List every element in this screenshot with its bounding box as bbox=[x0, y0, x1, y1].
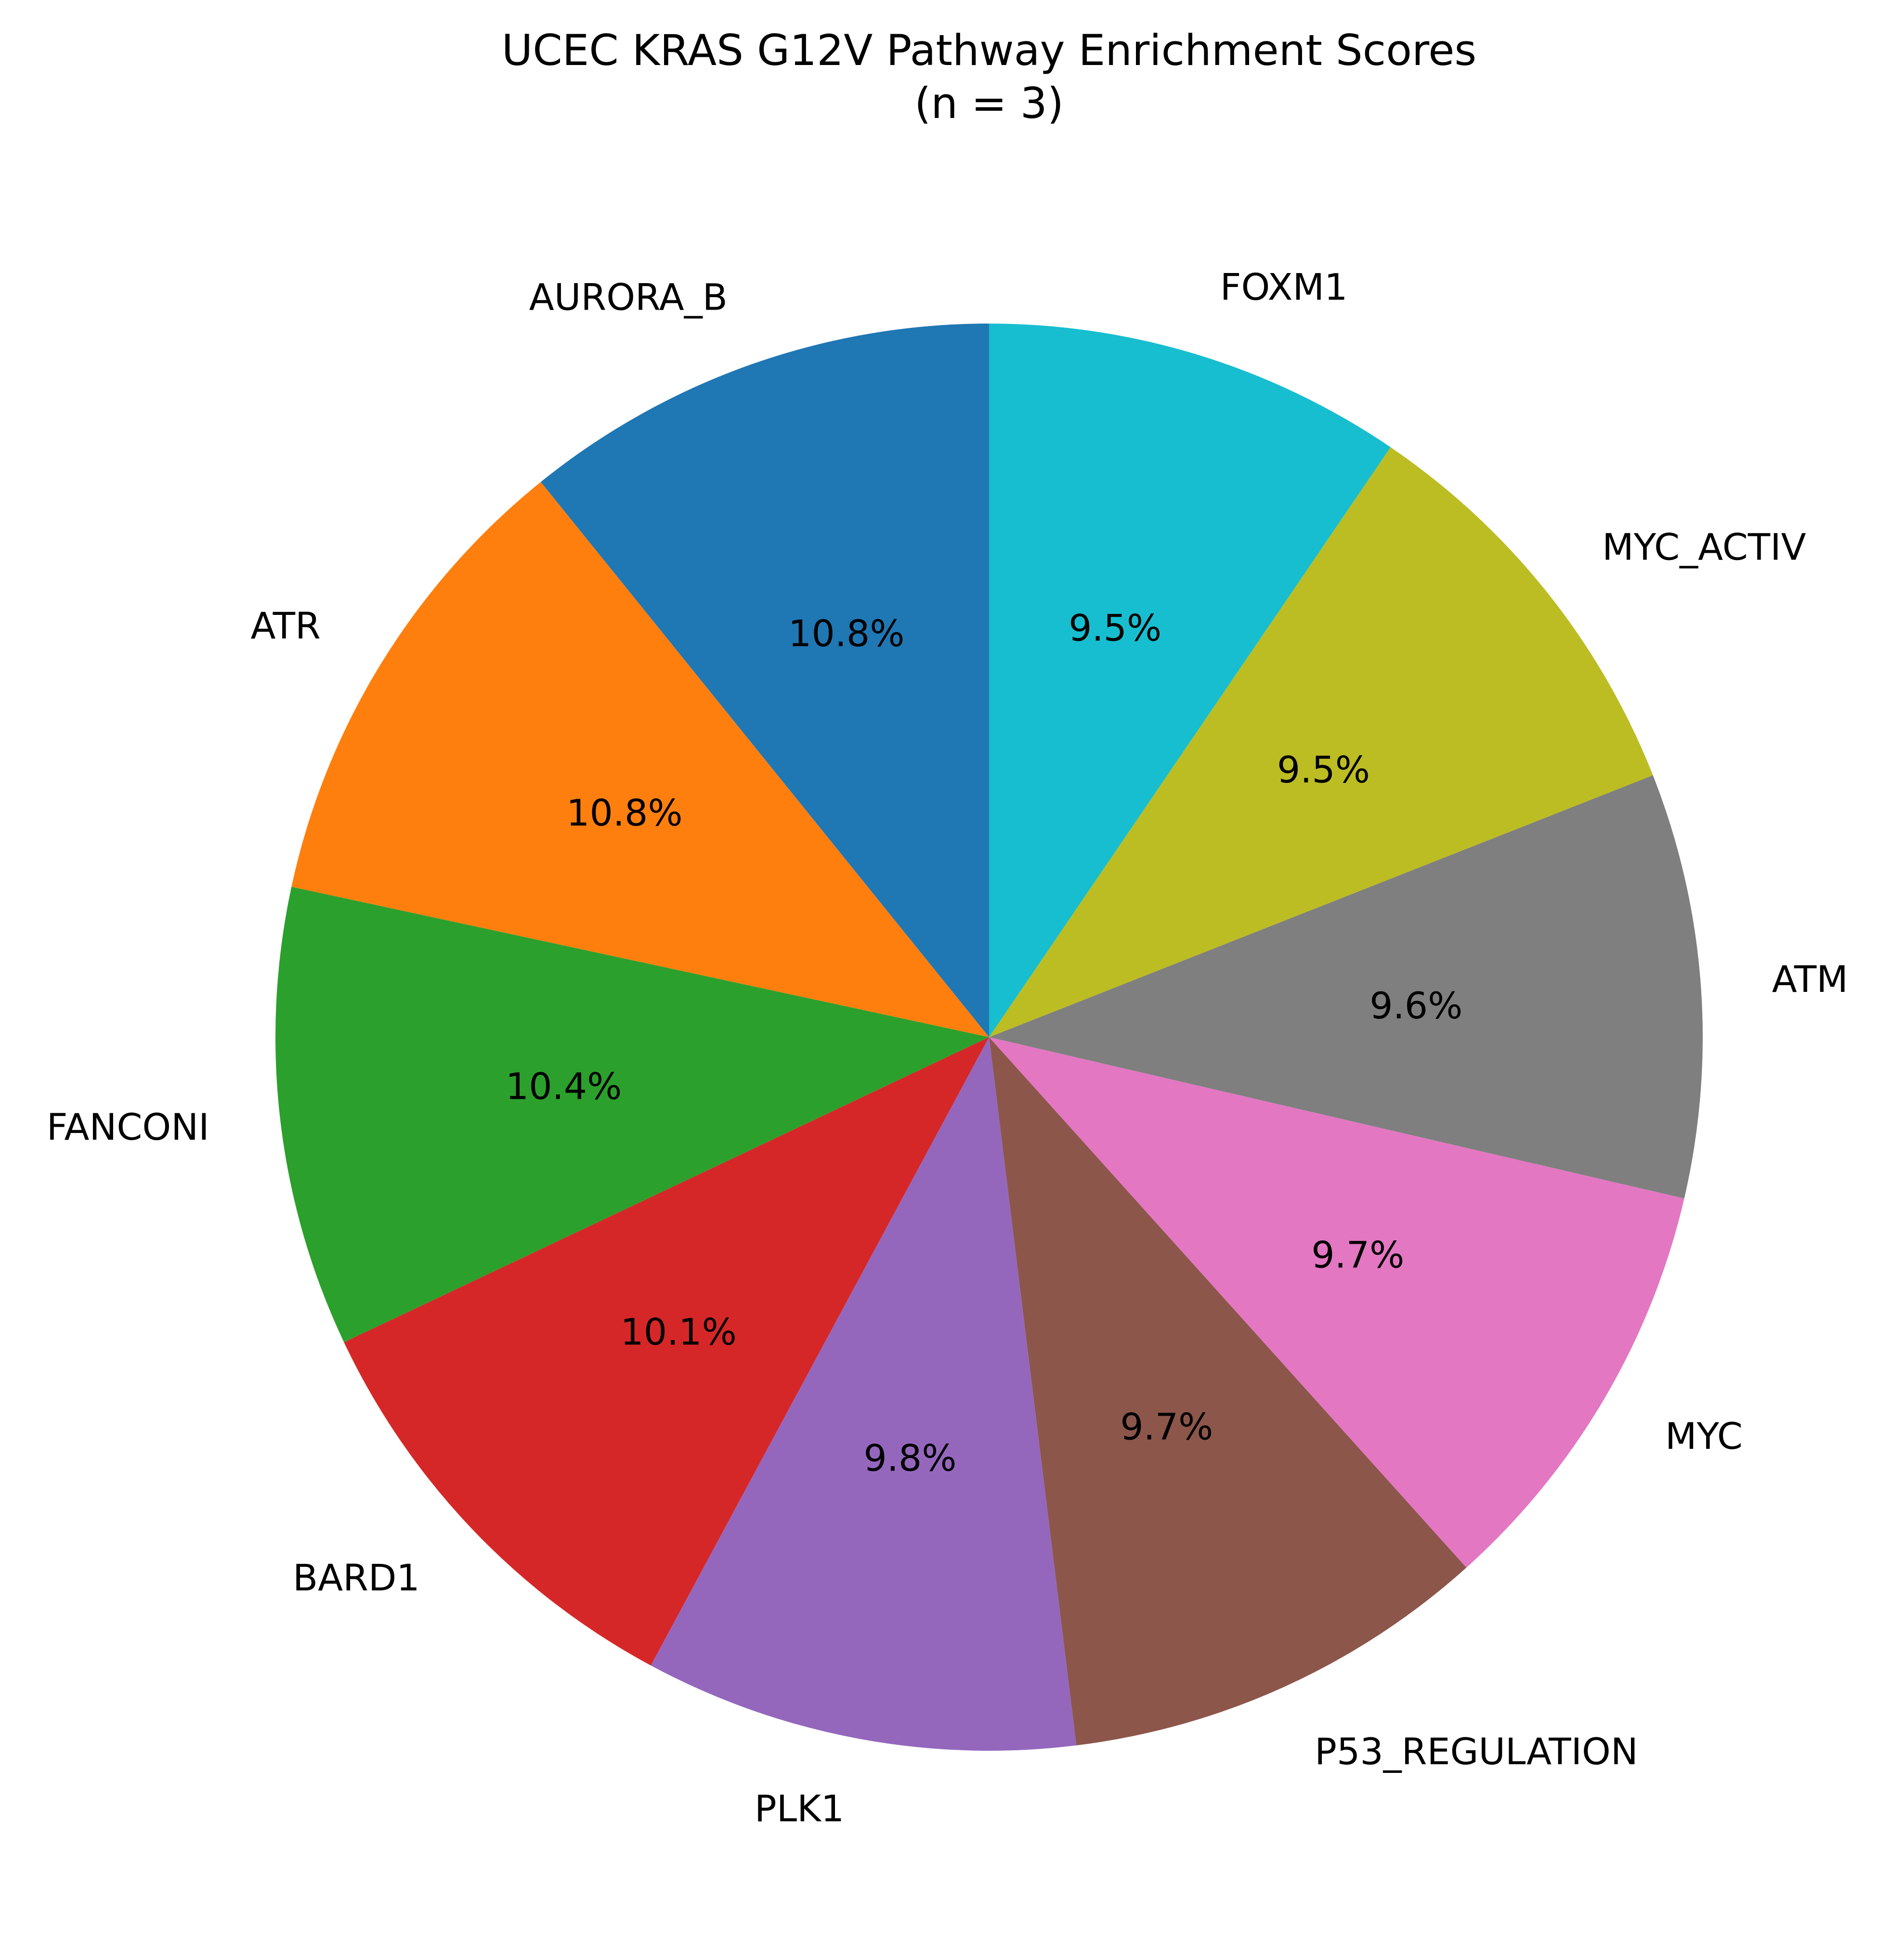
pie-slice-p53-regulation bbox=[989, 1037, 1467, 1745]
pie-slice-myc-activ bbox=[989, 447, 1653, 1037]
chart-subtitle: (n = 3) bbox=[914, 78, 1064, 128]
pie-slice-fanconi bbox=[275, 886, 989, 1342]
category-label-myc: MYC bbox=[1665, 1415, 1743, 1457]
pie-slice-myc bbox=[989, 1037, 1684, 1568]
category-label-atm: ATM bbox=[1772, 958, 1848, 1001]
pie-slice-atm bbox=[989, 775, 1703, 1198]
category-label-aurora-b: AURORA_B bbox=[529, 275, 728, 318]
pie-slices bbox=[275, 324, 1703, 1751]
percent-label-myc-activ: 9.5% bbox=[1277, 748, 1370, 791]
chart-title: UCEC KRAS G12V Pathway Enrichment Scores bbox=[502, 26, 1476, 75]
category-label-foxm1: FOXM1 bbox=[1220, 266, 1348, 309]
category-label-atr: ATR bbox=[251, 604, 321, 647]
percent-label-plk1: 9.8% bbox=[863, 1436, 956, 1479]
category-label-p53-regulation: P53_REGULATION bbox=[1315, 1730, 1638, 1773]
category-label-fanconi: FANCONI bbox=[47, 1106, 209, 1148]
percent-label-fanconi: 10.4% bbox=[506, 1065, 622, 1107]
pie-slice-bard1 bbox=[344, 1037, 989, 1666]
percent-label-bard1: 10.1% bbox=[620, 1311, 736, 1353]
pie-slice-atr bbox=[291, 481, 989, 1038]
percent-label-p53-regulation: 9.7% bbox=[1120, 1405, 1213, 1448]
pie-slice-foxm1 bbox=[989, 324, 1391, 1037]
category-label-bard1: BARD1 bbox=[293, 1556, 420, 1599]
pie-slice-plk1 bbox=[651, 1037, 1077, 1751]
category-label-myc-activ: MYC_ACTIV bbox=[1602, 525, 1806, 568]
category-labels: AURORA_B ATR FANCONI BARD1 PLK1 P53_REGULATIO… bbox=[47, 266, 1848, 1830]
percent-labels: 10.8% 10.8% 10.4% 10.1% 9.8% 9.7% 9.7% 9.6% 9.5%… bbox=[506, 607, 1462, 1480]
category-label-plk1: PLK1 bbox=[755, 1787, 844, 1830]
pie-slice-aurora-b bbox=[540, 324, 989, 1037]
percent-label-atm: 9.6% bbox=[1369, 984, 1462, 1027]
percent-label-foxm1: 9.5% bbox=[1069, 607, 1161, 650]
percent-label-atr: 10.8% bbox=[566, 791, 682, 834]
percent-label-aurora-b: 10.8% bbox=[788, 612, 904, 655]
percent-label-myc: 9.7% bbox=[1311, 1233, 1404, 1276]
